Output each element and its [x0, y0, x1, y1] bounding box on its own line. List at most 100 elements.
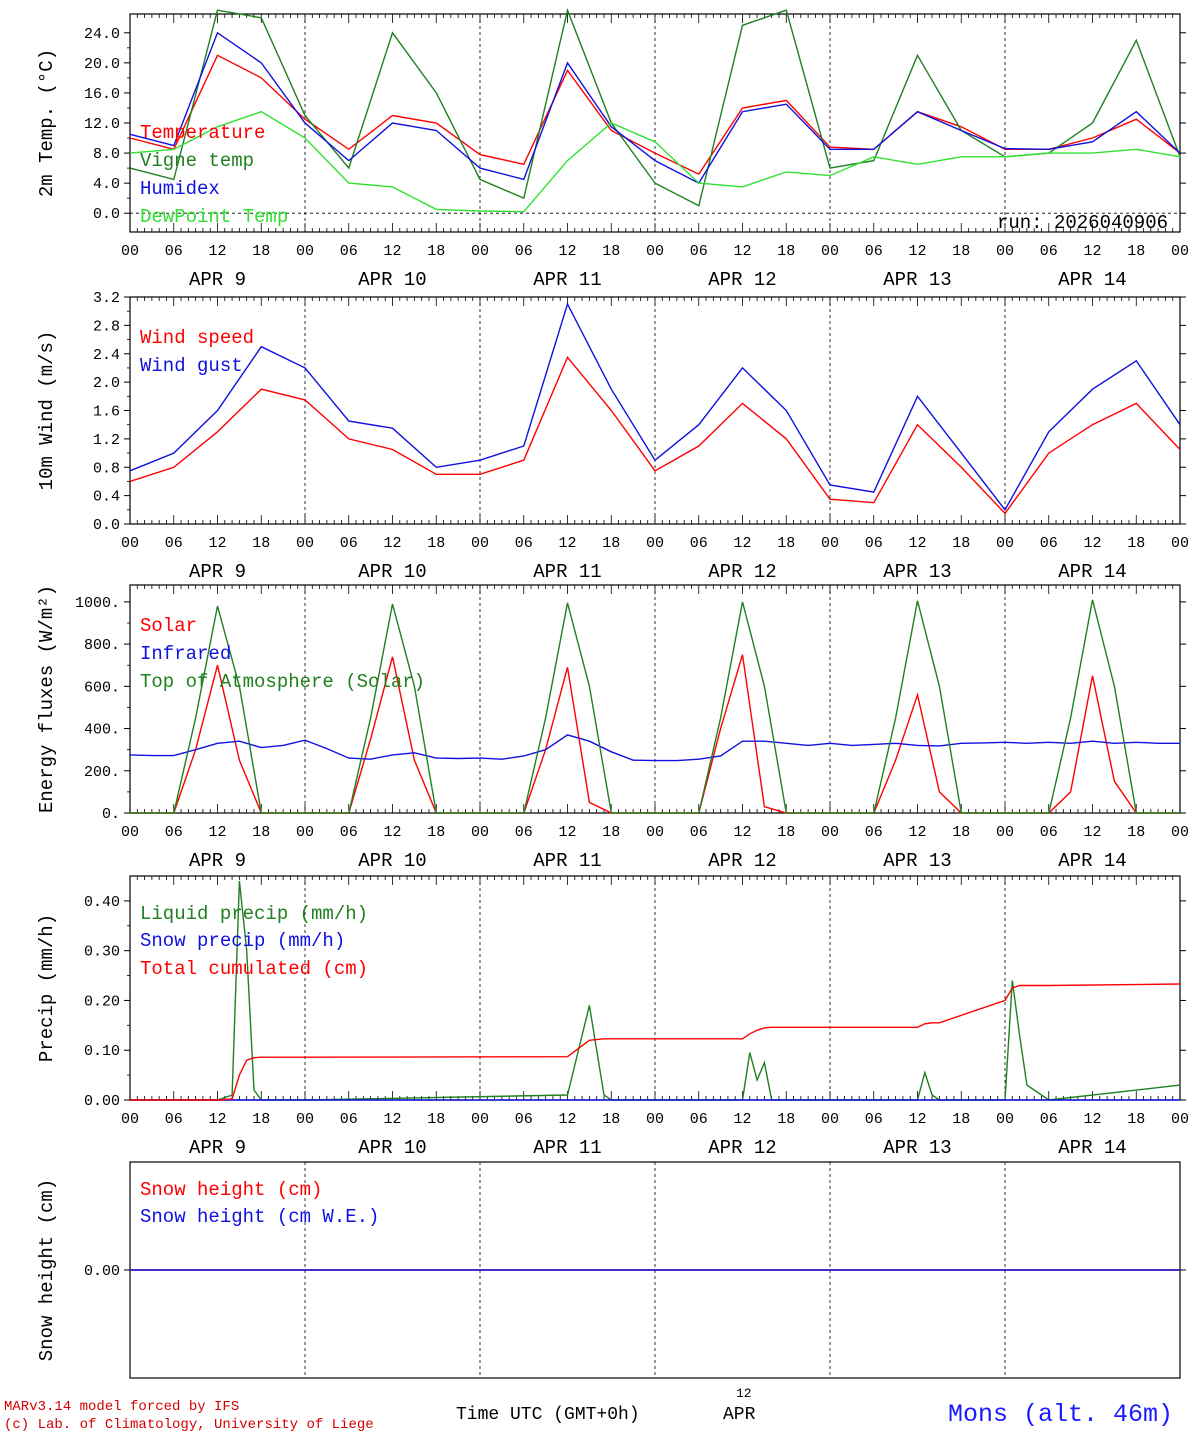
x-tick-label: 18: [252, 824, 270, 841]
x-day-label: APR 13: [883, 1137, 951, 1159]
x-day-label: APR 13: [883, 561, 951, 583]
legend-entry-3: Humidex: [140, 178, 220, 200]
legend-entry-1: Temperature: [140, 122, 265, 144]
legend-entry-1: Snow height (cm): [140, 1179, 322, 1201]
x-tick-label: 12: [733, 824, 751, 841]
y-tick-label: 1000.: [75, 595, 120, 612]
x-day-label: APR 10: [358, 561, 426, 583]
x-tick-label: 00: [646, 824, 664, 841]
x-tick-label: 12: [383, 824, 401, 841]
x-axis-sub-day: APR: [723, 1405, 756, 1425]
series-line-1: [129, 355, 1181, 515]
series-line-3: [129, 31, 1181, 185]
x-axis-title: Time UTC (GMT+0h): [456, 1405, 640, 1425]
panel-3: 00 06 12 18 00 06 12 18 00 06 12 18 00 06 12 18 00 06 12 18…: [36, 584, 1189, 872]
x-tick-label: 18: [602, 535, 620, 552]
x-tick-label: 00: [821, 535, 839, 552]
x-tick-label: 00: [296, 243, 314, 260]
legend-entry-4: DewPoint Temp: [140, 206, 288, 228]
y-tick-label: 4.0: [93, 176, 120, 193]
x-tick-label: 12: [908, 535, 926, 552]
y-tick-label: 2.8: [93, 318, 120, 335]
x-day-label: APR 12: [708, 561, 776, 583]
y-axis-label: 2m Temp. (°C): [36, 49, 58, 197]
x-tick-label: 00: [121, 1111, 139, 1128]
model-line: MARv3.14 model forced by IFS: [4, 1399, 240, 1415]
x-tick-label: 00: [646, 535, 664, 552]
x-tick-label: 06: [1040, 1111, 1058, 1128]
y-axis-label: Energy fluxes (W/m²): [36, 585, 58, 813]
x-tick-label: 12: [733, 535, 751, 552]
x-tick-label: 00: [821, 824, 839, 841]
y-tick-label: 12.0: [84, 116, 120, 133]
x-tick-label: 06: [165, 824, 183, 841]
x-day-label: APR 12: [708, 269, 776, 291]
y-tick-label: 0.00: [84, 1263, 120, 1280]
x-tick-label: 18: [952, 1111, 970, 1128]
series-line-3: [130, 599, 1180, 814]
x-tick-label: 12: [383, 1111, 401, 1128]
panel-2: 00 06 12 18 00 06 12 18 00 06 12 18 00 06 12 18 00 06 12 18…: [36, 290, 1189, 583]
x-tick-label: 18: [427, 824, 445, 841]
x-tick-label: 18: [427, 1111, 445, 1128]
x-tick-label: 06: [515, 535, 533, 552]
x-day-label: APR 14: [1058, 269, 1126, 291]
x-tick-label: 18: [252, 1111, 270, 1128]
y-tick-label: 0.30: [84, 944, 120, 961]
x-tick-label: 00: [821, 1111, 839, 1128]
x-tick-label: 12: [383, 243, 401, 260]
x-tick-label: 06: [165, 1111, 183, 1128]
x-tick-label: 18: [1127, 1111, 1145, 1128]
y-tick-label: 3.2: [93, 290, 120, 307]
y-axis-label: Precip (mm/h): [36, 914, 58, 1062]
y-tick-label: 0.40: [84, 894, 120, 911]
legend-entry-2: Snow precip (mm/h): [140, 930, 345, 952]
x-day-label: APR 9: [189, 561, 246, 583]
x-tick-label: 18: [252, 535, 270, 552]
x-day-label: APR 10: [358, 850, 426, 872]
y-tick-label: 2.0: [93, 375, 120, 392]
y-tick-label: 8.0: [93, 146, 120, 163]
x-tick-label: 00: [296, 1111, 314, 1128]
x-tick-label: 18: [602, 1111, 620, 1128]
x-day-label: APR 9: [189, 269, 246, 291]
x-tick-label: 12: [383, 535, 401, 552]
y-tick-label: 16.0: [84, 86, 120, 103]
legend-entry-3: Total cumulated (cm): [140, 958, 368, 980]
legend-entry-1: Liquid precip (mm/h): [140, 903, 368, 925]
x-tick-label: 12: [558, 243, 576, 260]
x-tick-label: 12: [733, 1111, 751, 1128]
x-day-label: APR 12: [708, 850, 776, 872]
x-axis-sub-hour: 12: [736, 1386, 752, 1401]
x-tick-label: 00: [996, 1111, 1014, 1128]
x-tick-label: 00: [646, 243, 664, 260]
y-axis-label: 10m Wind (m/s): [36, 331, 58, 491]
x-tick-label: 12: [208, 1111, 226, 1128]
y-tick-label: 0.4: [93, 489, 120, 506]
station-label: Mons (alt. 46m): [948, 1400, 1174, 1429]
y-tick-label: 0.0: [93, 206, 120, 223]
x-tick-label: 00: [471, 1111, 489, 1128]
x-day-label: APR 10: [358, 1137, 426, 1159]
series-line-4: [129, 110, 1181, 213]
x-tick-label: 00: [996, 243, 1014, 260]
y-tick-label: 0.10: [84, 1043, 120, 1060]
x-tick-label: 18: [777, 243, 795, 260]
legend-entry-2: Snow height (cm W.E.): [140, 1206, 379, 1228]
series-line-1: [130, 880, 1181, 1101]
x-tick-label: 00: [1171, 1111, 1189, 1128]
x-tick-label: 12: [208, 824, 226, 841]
x-day-label: APR 14: [1058, 561, 1126, 583]
credit-line: (c) Lab. of Climatology, University of L…: [4, 1417, 374, 1433]
legend-entry-1: Wind speed: [140, 327, 254, 349]
x-tick-label: 00: [1171, 535, 1189, 552]
series-line-3: [130, 983, 1181, 1101]
run-annotation: run: 2026040906: [997, 212, 1168, 234]
x-tick-label: 00: [121, 824, 139, 841]
legend-entry-2: Infrared: [140, 643, 231, 665]
x-tick-label: 18: [1127, 243, 1145, 260]
y-tick-label: 1.2: [93, 432, 120, 449]
x-tick-label: 06: [1040, 243, 1058, 260]
x-day-label: APR 9: [189, 1137, 246, 1159]
x-tick-label: 12: [1083, 535, 1101, 552]
